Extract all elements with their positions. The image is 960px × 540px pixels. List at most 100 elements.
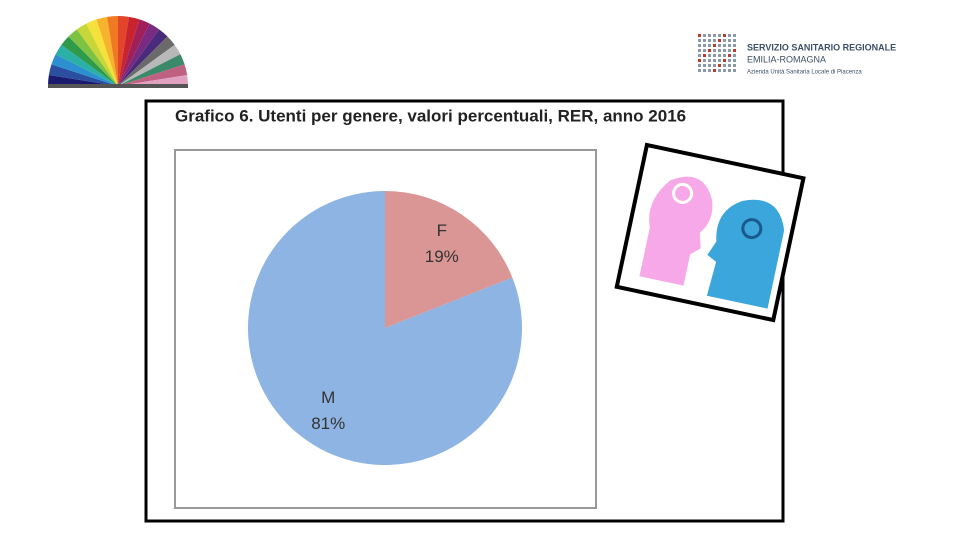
logo-dot [698, 34, 701, 37]
logo-dot [703, 39, 706, 42]
logo-dot [703, 54, 706, 57]
blue-head [706, 199, 785, 309]
female-symbol [672, 182, 694, 204]
logo-dot [723, 69, 726, 72]
logo-dot [718, 54, 721, 57]
fan-wedge [118, 16, 140, 86]
logo-dot [718, 39, 721, 42]
logo-dot [718, 64, 721, 67]
fan-wedge [118, 29, 168, 86]
logo-dot [698, 59, 701, 62]
fan-wedge [118, 75, 188, 86]
fan-wedge [118, 23, 160, 86]
rainbow-logo [48, 16, 188, 87]
pink-head [639, 176, 713, 286]
logo-dot [703, 49, 706, 52]
slice-label: F [437, 221, 447, 240]
fan-wedge [86, 19, 118, 87]
logo-dot [723, 34, 726, 37]
fan-wedge [107, 16, 118, 86]
chart-frame [144, 99, 785, 523]
logo-dot [728, 49, 731, 52]
logo-dot [698, 54, 701, 57]
logo-dot [728, 34, 731, 37]
fan-wedge [48, 75, 118, 86]
logo-dot [718, 49, 721, 52]
logo-dot [708, 54, 711, 57]
slice-value: 19% [425, 247, 459, 266]
logo-dot [733, 34, 736, 37]
logo-dot [728, 64, 731, 67]
logo-dot [713, 59, 716, 62]
logo-dot [718, 44, 721, 47]
fan-wedge [96, 16, 118, 86]
slice-label: M [321, 388, 335, 407]
logo-dot [733, 39, 736, 42]
chart-title: Grafico 6. Utenti per genere, valori per… [175, 106, 686, 125]
logo-grid [698, 34, 736, 72]
logo-text: SERVIZIO SANITARIO REGIONALE [747, 42, 896, 52]
fan-wedge [48, 64, 118, 86]
logo-dot [708, 59, 711, 62]
slice-value: 81% [311, 414, 345, 433]
fan-wedge [118, 44, 181, 86]
fan-wedge [61, 36, 118, 86]
logo-dot [728, 54, 731, 57]
logo-dot [703, 44, 706, 47]
logo-dot [703, 34, 706, 37]
logo-text: EMILIA-ROMAGNA [747, 54, 826, 64]
fan-wedge [118, 36, 175, 86]
fan-wedge [55, 44, 118, 86]
logo-dot [713, 49, 716, 52]
logo-dot [718, 69, 721, 72]
pie-slice [248, 191, 522, 466]
logo-dot [713, 39, 716, 42]
logo-dot [708, 34, 711, 37]
fan-wedge [118, 16, 129, 86]
logo-dot [718, 59, 721, 62]
logo-dot [708, 64, 711, 67]
fan-base [48, 84, 188, 88]
fan-wedge [51, 54, 119, 86]
logo-dot [708, 69, 711, 72]
logo-dot [723, 39, 726, 42]
fan-wedge [118, 64, 188, 86]
logo-dot [723, 44, 726, 47]
logo-dot [728, 39, 731, 42]
logo-dot [713, 34, 716, 37]
logo-dot [713, 69, 716, 72]
pie-slice [385, 191, 513, 328]
logo-dot [698, 44, 701, 47]
logo-dot [723, 59, 726, 62]
logo-dot [733, 49, 736, 52]
gender-picture [614, 142, 806, 323]
fan-wedge [68, 29, 118, 86]
logo-dot [703, 64, 706, 67]
logo-dot [733, 59, 736, 62]
logo-dot [698, 64, 701, 67]
fan-wedge [76, 23, 118, 86]
logo-dot [733, 64, 736, 67]
logo-dot [713, 44, 716, 47]
logo-dot [723, 54, 726, 57]
male-symbol [741, 218, 763, 240]
logo-dot [733, 69, 736, 72]
logo-dot [733, 44, 736, 47]
logo-dot [713, 64, 716, 67]
fan-wedge [118, 54, 185, 86]
logo-dot [723, 49, 726, 52]
logo-dot [708, 49, 711, 52]
logo-text: Azienda Unità Sanitaria Locale di Piacen… [747, 70, 862, 76]
logo-dot [723, 64, 726, 67]
logo-dot [703, 59, 706, 62]
logo-dot [698, 69, 701, 72]
logo-dot [713, 54, 716, 57]
logo-dot [698, 39, 701, 42]
fan-wedge [118, 19, 150, 87]
logo-dot [703, 69, 706, 72]
logo-dot [733, 54, 736, 57]
logo-dot [708, 39, 711, 42]
logo-dot [718, 34, 721, 37]
